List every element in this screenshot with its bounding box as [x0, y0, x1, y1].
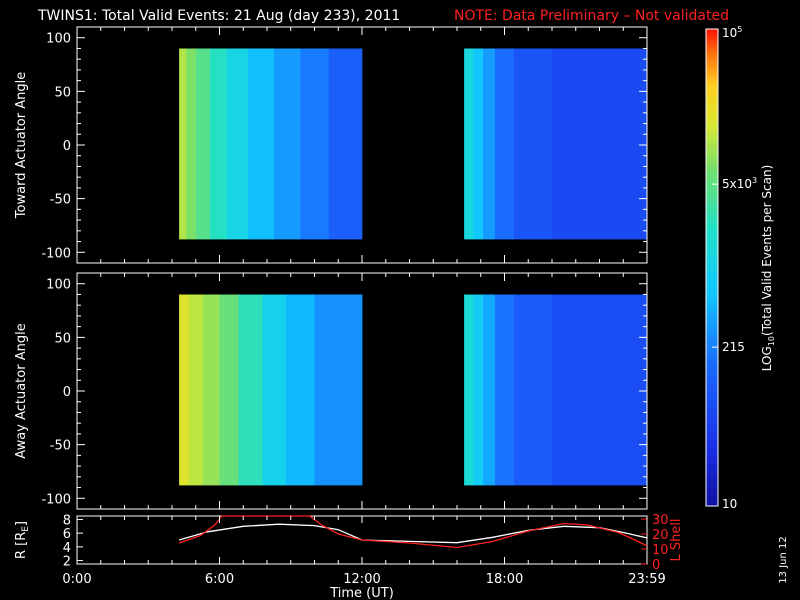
y-tick-label: -100 — [41, 492, 71, 507]
x-tick-label: 0:00 — [62, 572, 91, 587]
y-tick-label: -50 — [50, 439, 71, 454]
heat-column — [464, 48, 474, 240]
heat-column — [219, 294, 239, 486]
y-tick-label: 100 — [46, 32, 71, 47]
heat-column — [179, 48, 187, 240]
heat-column — [514, 294, 553, 486]
colorbar-gradient — [705, 28, 719, 507]
y-tick-label: -100 — [41, 246, 71, 261]
toward-panel: 100 50 0 -50 -100 Toward Actuator Angle — [14, 26, 648, 264]
heat-column — [483, 294, 496, 486]
heat-column — [179, 294, 189, 486]
colorbar-tick-label: 215 — [722, 340, 745, 354]
colorbar-tick-label: 10 — [722, 497, 737, 511]
heat-column — [552, 48, 648, 240]
away-panel: 100 50 0 -50 -100 Away Actuator Angle — [14, 272, 648, 510]
colorbar-label: LOG10(Total Valid Events per Scan) — [760, 165, 776, 372]
away-ylabel: Away Actuator Angle — [14, 323, 29, 458]
y-right-tick-label: 30 — [652, 513, 669, 528]
colorbar-tick-label: 5x103 — [722, 176, 757, 191]
heat-column — [238, 294, 263, 486]
heat-column — [495, 294, 515, 486]
x-tick-label: 18:00 — [486, 572, 523, 587]
heat-column — [483, 48, 496, 240]
heat-column — [473, 48, 484, 240]
heat-column — [274, 48, 301, 240]
colorbar-tick-label: 105 — [722, 25, 742, 40]
x-tick-label: 23:59 — [628, 572, 665, 587]
heat-column — [473, 294, 484, 486]
heat-column — [328, 48, 363, 240]
generated-date: 13 Jun 12 — [778, 536, 789, 583]
heat-column — [210, 48, 227, 240]
y-tick-label: -50 — [50, 193, 71, 208]
y-tick-label: 50 — [54, 331, 71, 346]
heat-column — [226, 48, 249, 240]
y-tick-label: 100 — [46, 278, 71, 293]
y-tick-label: 4 — [63, 541, 71, 556]
heat-column — [248, 48, 275, 240]
y-tick-label: 2 — [63, 555, 71, 570]
orbit-left-ylabel: R [RE] — [14, 521, 31, 559]
y-tick-label: 50 — [54, 85, 71, 100]
heat-column — [300, 48, 330, 240]
heat-column — [286, 294, 315, 486]
heat-column — [314, 294, 363, 486]
data-preliminary-note: NOTE: Data Preliminary – Not validated — [454, 8, 729, 24]
y-tick-label: 0 — [63, 139, 71, 154]
x-tick-label: 6:00 — [205, 572, 234, 587]
figure-title: TWINS1: Total Valid Events: 21 Aug (day … — [37, 8, 400, 24]
heat-column — [188, 294, 204, 486]
time-axis-label: Time (UT) — [329, 586, 394, 600]
y-right-tick-label: 20 — [652, 528, 669, 543]
y-tick-label: 8 — [63, 513, 71, 528]
heat-column — [186, 48, 197, 240]
colorbar: 105 5x103 215 10 LOG10(Total Valid Events p… — [705, 25, 776, 511]
heat-column — [514, 48, 553, 240]
toward-ylabel: Toward Actuator Angle — [14, 72, 29, 219]
y-right-tick-label: 0 — [652, 558, 660, 573]
heat-column — [464, 294, 474, 486]
heat-column — [195, 48, 211, 240]
x-tick-label: 12:00 — [343, 572, 380, 587]
heat-column — [552, 294, 648, 486]
orbit-right-ylabel: L Shell — [669, 518, 684, 561]
y-right-tick-label: 10 — [652, 543, 669, 558]
heat-column — [262, 294, 287, 486]
y-tick-label: 0 — [63, 385, 71, 400]
radius-line — [178, 523, 648, 544]
heat-column — [495, 48, 515, 240]
y-tick-label: 6 — [63, 527, 71, 542]
heat-column — [202, 294, 220, 486]
